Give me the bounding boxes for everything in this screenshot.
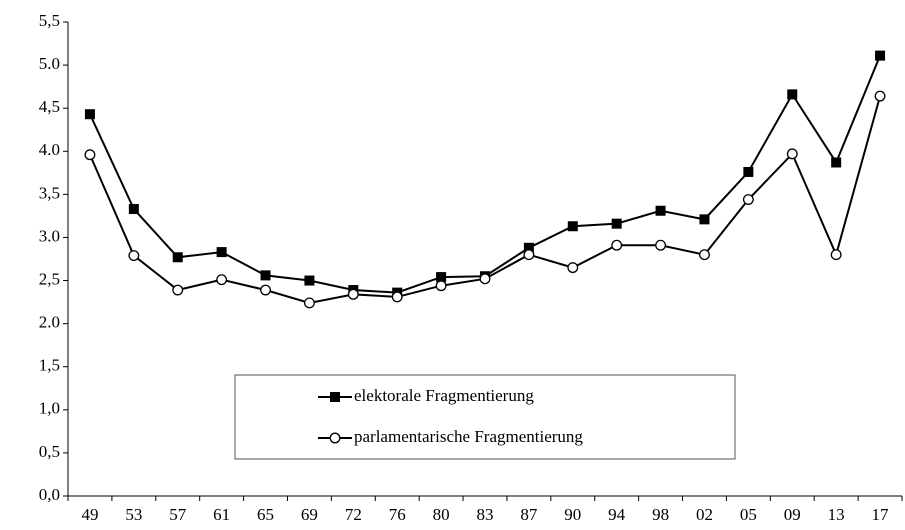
point xyxy=(435,280,447,292)
legend-marker xyxy=(330,392,340,402)
point xyxy=(743,166,754,177)
y-tick-label: 4,5 xyxy=(39,97,60,116)
point xyxy=(786,148,798,160)
x-tick-label: 80 xyxy=(433,505,450,524)
point xyxy=(436,272,447,283)
point xyxy=(172,252,183,263)
series-line xyxy=(89,55,881,294)
y-tick-label: 4.0 xyxy=(39,140,60,159)
point xyxy=(128,204,139,215)
x-tick-label: 05 xyxy=(740,505,757,524)
point xyxy=(216,247,227,258)
x-tick-label: 57 xyxy=(169,505,187,524)
x-tick-label: 83 xyxy=(477,505,494,524)
x-tick-label: 76 xyxy=(389,505,406,524)
x-tick-label: 53 xyxy=(125,505,142,524)
point xyxy=(303,297,315,309)
point xyxy=(216,274,228,286)
legend-box xyxy=(234,374,736,460)
legend-marker xyxy=(329,432,341,444)
x-tick-label: 98 xyxy=(652,505,669,524)
point xyxy=(699,214,710,225)
point xyxy=(567,262,579,274)
x-tick-label: 13 xyxy=(828,505,845,524)
point xyxy=(172,284,184,296)
point xyxy=(260,284,271,296)
point xyxy=(523,249,535,261)
x-tick-label: 69 xyxy=(301,505,318,524)
y-tick-label: 5.0 xyxy=(39,54,60,73)
y-tick-label: 3.0 xyxy=(39,226,60,245)
y-tick-label: 3,5 xyxy=(39,183,60,202)
x-tick-label: 61 xyxy=(213,505,230,524)
point xyxy=(655,239,667,251)
x-tick-label: 94 xyxy=(608,505,626,524)
x-tick-label: 02 xyxy=(696,505,713,524)
point xyxy=(611,239,623,251)
x-tick-label: 09 xyxy=(784,505,801,524)
y-tick-label: 1,5 xyxy=(39,356,60,375)
y-tick-label: 0,5 xyxy=(39,442,60,461)
legend-label: parlamentarische Fragmentierung xyxy=(354,427,583,446)
y-tick-label: 1,0 xyxy=(39,399,60,418)
point xyxy=(655,205,666,216)
x-tick-label: 90 xyxy=(564,505,581,524)
legend-label: elektorale Fragmentierung xyxy=(354,386,534,405)
point xyxy=(831,157,842,168)
point xyxy=(875,50,886,61)
x-tick-label: 72 xyxy=(345,505,362,524)
point xyxy=(260,270,271,281)
point xyxy=(84,149,96,161)
x-tick-label: 17 xyxy=(872,505,890,524)
point xyxy=(699,249,710,261)
point xyxy=(567,221,578,232)
point xyxy=(742,194,754,205)
point xyxy=(830,249,842,261)
point xyxy=(391,291,403,303)
y-tick-label: 0,0 xyxy=(39,485,60,504)
y-tick-label: 2.0 xyxy=(39,313,60,332)
x-tick-label: 65 xyxy=(257,505,274,524)
point xyxy=(128,250,140,262)
x-tick-label: 87 xyxy=(520,505,538,524)
point xyxy=(611,218,622,229)
y-tick-label: 5,5 xyxy=(39,11,60,30)
point xyxy=(479,273,491,285)
y-tick-label: 2,5 xyxy=(39,269,60,288)
point xyxy=(523,242,534,253)
point xyxy=(84,109,95,120)
point xyxy=(347,288,359,300)
point xyxy=(874,90,886,102)
point xyxy=(787,89,798,100)
point xyxy=(304,275,315,286)
x-tick-label: 49 xyxy=(81,505,98,524)
